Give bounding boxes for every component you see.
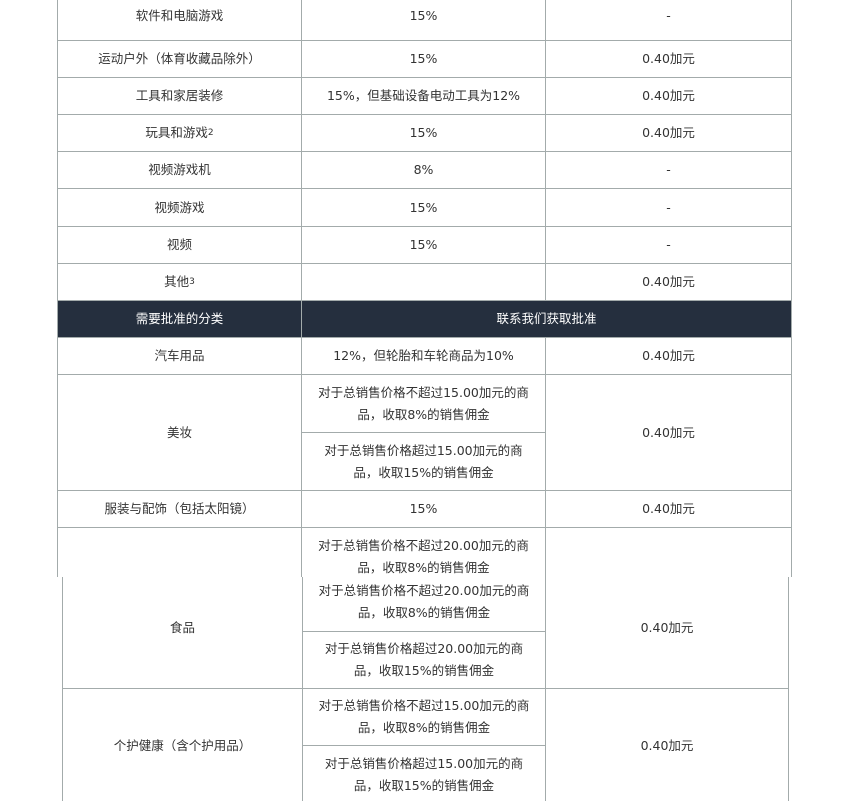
category-cell: 软件和电脑游戏 [57,0,302,41]
category-cell: 工具和家居装修 [57,77,302,115]
rate-cell-text: 对于总销售价格超过15.00加元的商品，收取15%的销售佣金 [324,756,524,793]
rate-cell: 15% [301,226,546,264]
rate-cell: 15% [301,40,546,78]
category-cell: 视频 [57,226,302,264]
min-fee-cell: 0.40加元 [545,374,792,491]
rate-cell-text: 15%，但基础设备电动工具为12% [326,88,521,103]
min-fee-cell: - [545,188,792,227]
min-fee-cell: 0.40加元 [545,337,792,375]
approval-header-left-text: 需要批准的分类 [135,311,224,326]
rate-cell: 对于总销售价格不超过15.00加元的商品，收取8%的销售佣金 [302,688,546,746]
rate-cell: 15% [301,114,546,152]
category-cell: 汽车用品 [57,337,302,375]
min-fee-cell-text: 0.40加元 [640,738,694,753]
min-fee-cell: 0.40加元 [545,40,792,78]
min-fee-cell: 0.40加元 [545,577,789,689]
rate-cell: 15%，但基础设备电动工具为12% [301,77,546,115]
category-cell: 服装与配饰（包括太阳镜） [57,490,302,528]
min-fee-cell: 0.40加元 [545,490,792,528]
rate-cell: 对于总销售价格超过15.00加元的商品，收取15%的销售佣金 [302,745,546,801]
category-cell-text: 个护健康（含个护用品） [113,738,252,753]
category-cell-text: 美妆 [166,424,192,440]
min-fee-cell-text: - [666,199,671,215]
category-cell-text: 软件和电脑游戏 [135,7,224,23]
rate-cell-text: 对于总销售价格超过15.00加元的商品，收取15%的销售佣金 [324,442,523,480]
min-fee-cell-text: 0.40加元 [640,619,694,635]
rate-cell: 15% [301,490,546,528]
approval-header-right: 联系我们获取批准 [301,300,792,338]
rate-cell: 对于总销售价格不超过20.00加元的商品，收取8%的销售佣金 [302,577,546,632]
category-cell [57,527,302,577]
min-fee-cell-text: 0.40加元 [642,348,695,363]
rate-cell: 15% [301,0,546,41]
rate-cell-text: 对于总销售价格不超过15.00加元的商品，收取8%的销售佣金 [318,698,530,735]
rate-cell [301,263,546,301]
min-fee-cell: 0.40加元 [545,77,792,115]
category-cell: 食品 [62,577,303,689]
rate-cell: 对于总销售价格超过15.00加元的商品，收取15%的销售佣金 [301,432,546,491]
rate-cell-text: 15% [409,51,438,66]
category-cell-text: 视频游戏机 [148,162,211,177]
category-cell: 运动户外（体育收藏品除外） [57,40,302,78]
category-cell-text: 视频游戏 [154,199,205,215]
fee-table-top: 软件和电脑游戏 15% - 运动户外（体育收藏品除外） 15% 0.40加元 工具和家居装修… [57,0,792,577]
category-cell: 玩具和游戏 2 [57,114,302,152]
min-fee-cell-text: 0.40加元 [642,51,695,66]
rate-cell-text: 15% [409,237,438,252]
min-fee-cell-text: - [666,7,671,23]
category-cell-text: 玩具和游戏 [145,125,208,140]
approval-header-right-text: 联系我们获取批准 [496,311,597,326]
category-cell-text: 运动户外（体育收藏品除外） [98,51,261,66]
rate-cell-text: 15% [409,501,438,516]
min-fee-cell: 0.40加元 [545,688,789,801]
rate-cell-text: 8% [413,162,434,177]
category-cell-text: 视频 [166,237,192,252]
min-fee-cell: - [545,226,792,264]
min-fee-cell: - [545,151,792,189]
rate-cell: 对于总销售价格不超过15.00加元的商品，收取8%的销售佣金 [301,374,546,433]
category-cell: 视频游戏机 [57,151,302,189]
min-fee-cell-text: 0.40加元 [642,501,695,516]
category-cell: 个护健康（含个护用品） [62,688,303,801]
min-fee-cell-text: 0.40加元 [642,424,695,440]
category-cell-text: 食品 [169,619,195,635]
min-fee-cell: 0.40加元 [545,114,792,152]
min-fee-cell-text: - [666,162,671,177]
category-cell-text: 汽车用品 [154,348,205,363]
rate-cell-text: 15% [409,199,438,215]
min-fee-cell: 0.40加元 [545,263,792,301]
rate-cell-text: 12%，但轮胎和车轮商品为10% [333,348,514,363]
category-cell: 美妆 [57,374,302,491]
rate-cell-text: 对于总销售价格不超过20.00加元的商品，收取8%的销售佣金 [318,537,529,575]
rate-cell: 对于总销售价格超过20.00加元的商品，收取15%的销售佣金 [302,631,546,689]
min-fee-cell [545,527,792,577]
rate-cell-text: 15% [409,7,438,23]
category-cell: 视频游戏 [57,188,302,227]
category-cell-text: 工具和家居装修 [135,88,224,103]
rate-cell: 8% [301,151,546,189]
rate-cell: 15% [301,188,546,227]
rate-cell-text: 对于总销售价格不超过20.00加元的商品，收取8%的销售佣金 [318,582,530,620]
rate-cell-text: 对于总销售价格超过20.00加元的商品，收取15%的销售佣金 [324,641,524,678]
rate-cell-text: 对于总销售价格不超过15.00加元的商品，收取8%的销售佣金 [318,384,529,422]
rate-cell: 对于总销售价格不超过20.00加元的商品，收取8%的销售佣金 [301,527,546,577]
category-cell-text: 其他 [164,274,190,289]
min-fee-cell-text: - [666,237,671,252]
min-fee-cell-text: 0.40加元 [642,88,695,103]
min-fee-cell-text: 0.40加元 [642,274,695,289]
min-fee-cell: - [545,0,792,41]
fee-table-bottom: 食品 对于总销售价格不超过20.00加元的商品，收取8%的销售佣金 对于总销售价格超… [0,577,855,801]
rate-cell: 12%，但轮胎和车轮商品为10% [301,337,546,375]
rate-cell-text: 15% [409,125,438,140]
category-cell: 其他 3 [57,263,302,301]
min-fee-cell-text: 0.40加元 [642,125,695,140]
approval-header-left: 需要批准的分类 [57,300,302,338]
category-cell-text: 服装与配饰（包括太阳镜） [104,501,255,516]
